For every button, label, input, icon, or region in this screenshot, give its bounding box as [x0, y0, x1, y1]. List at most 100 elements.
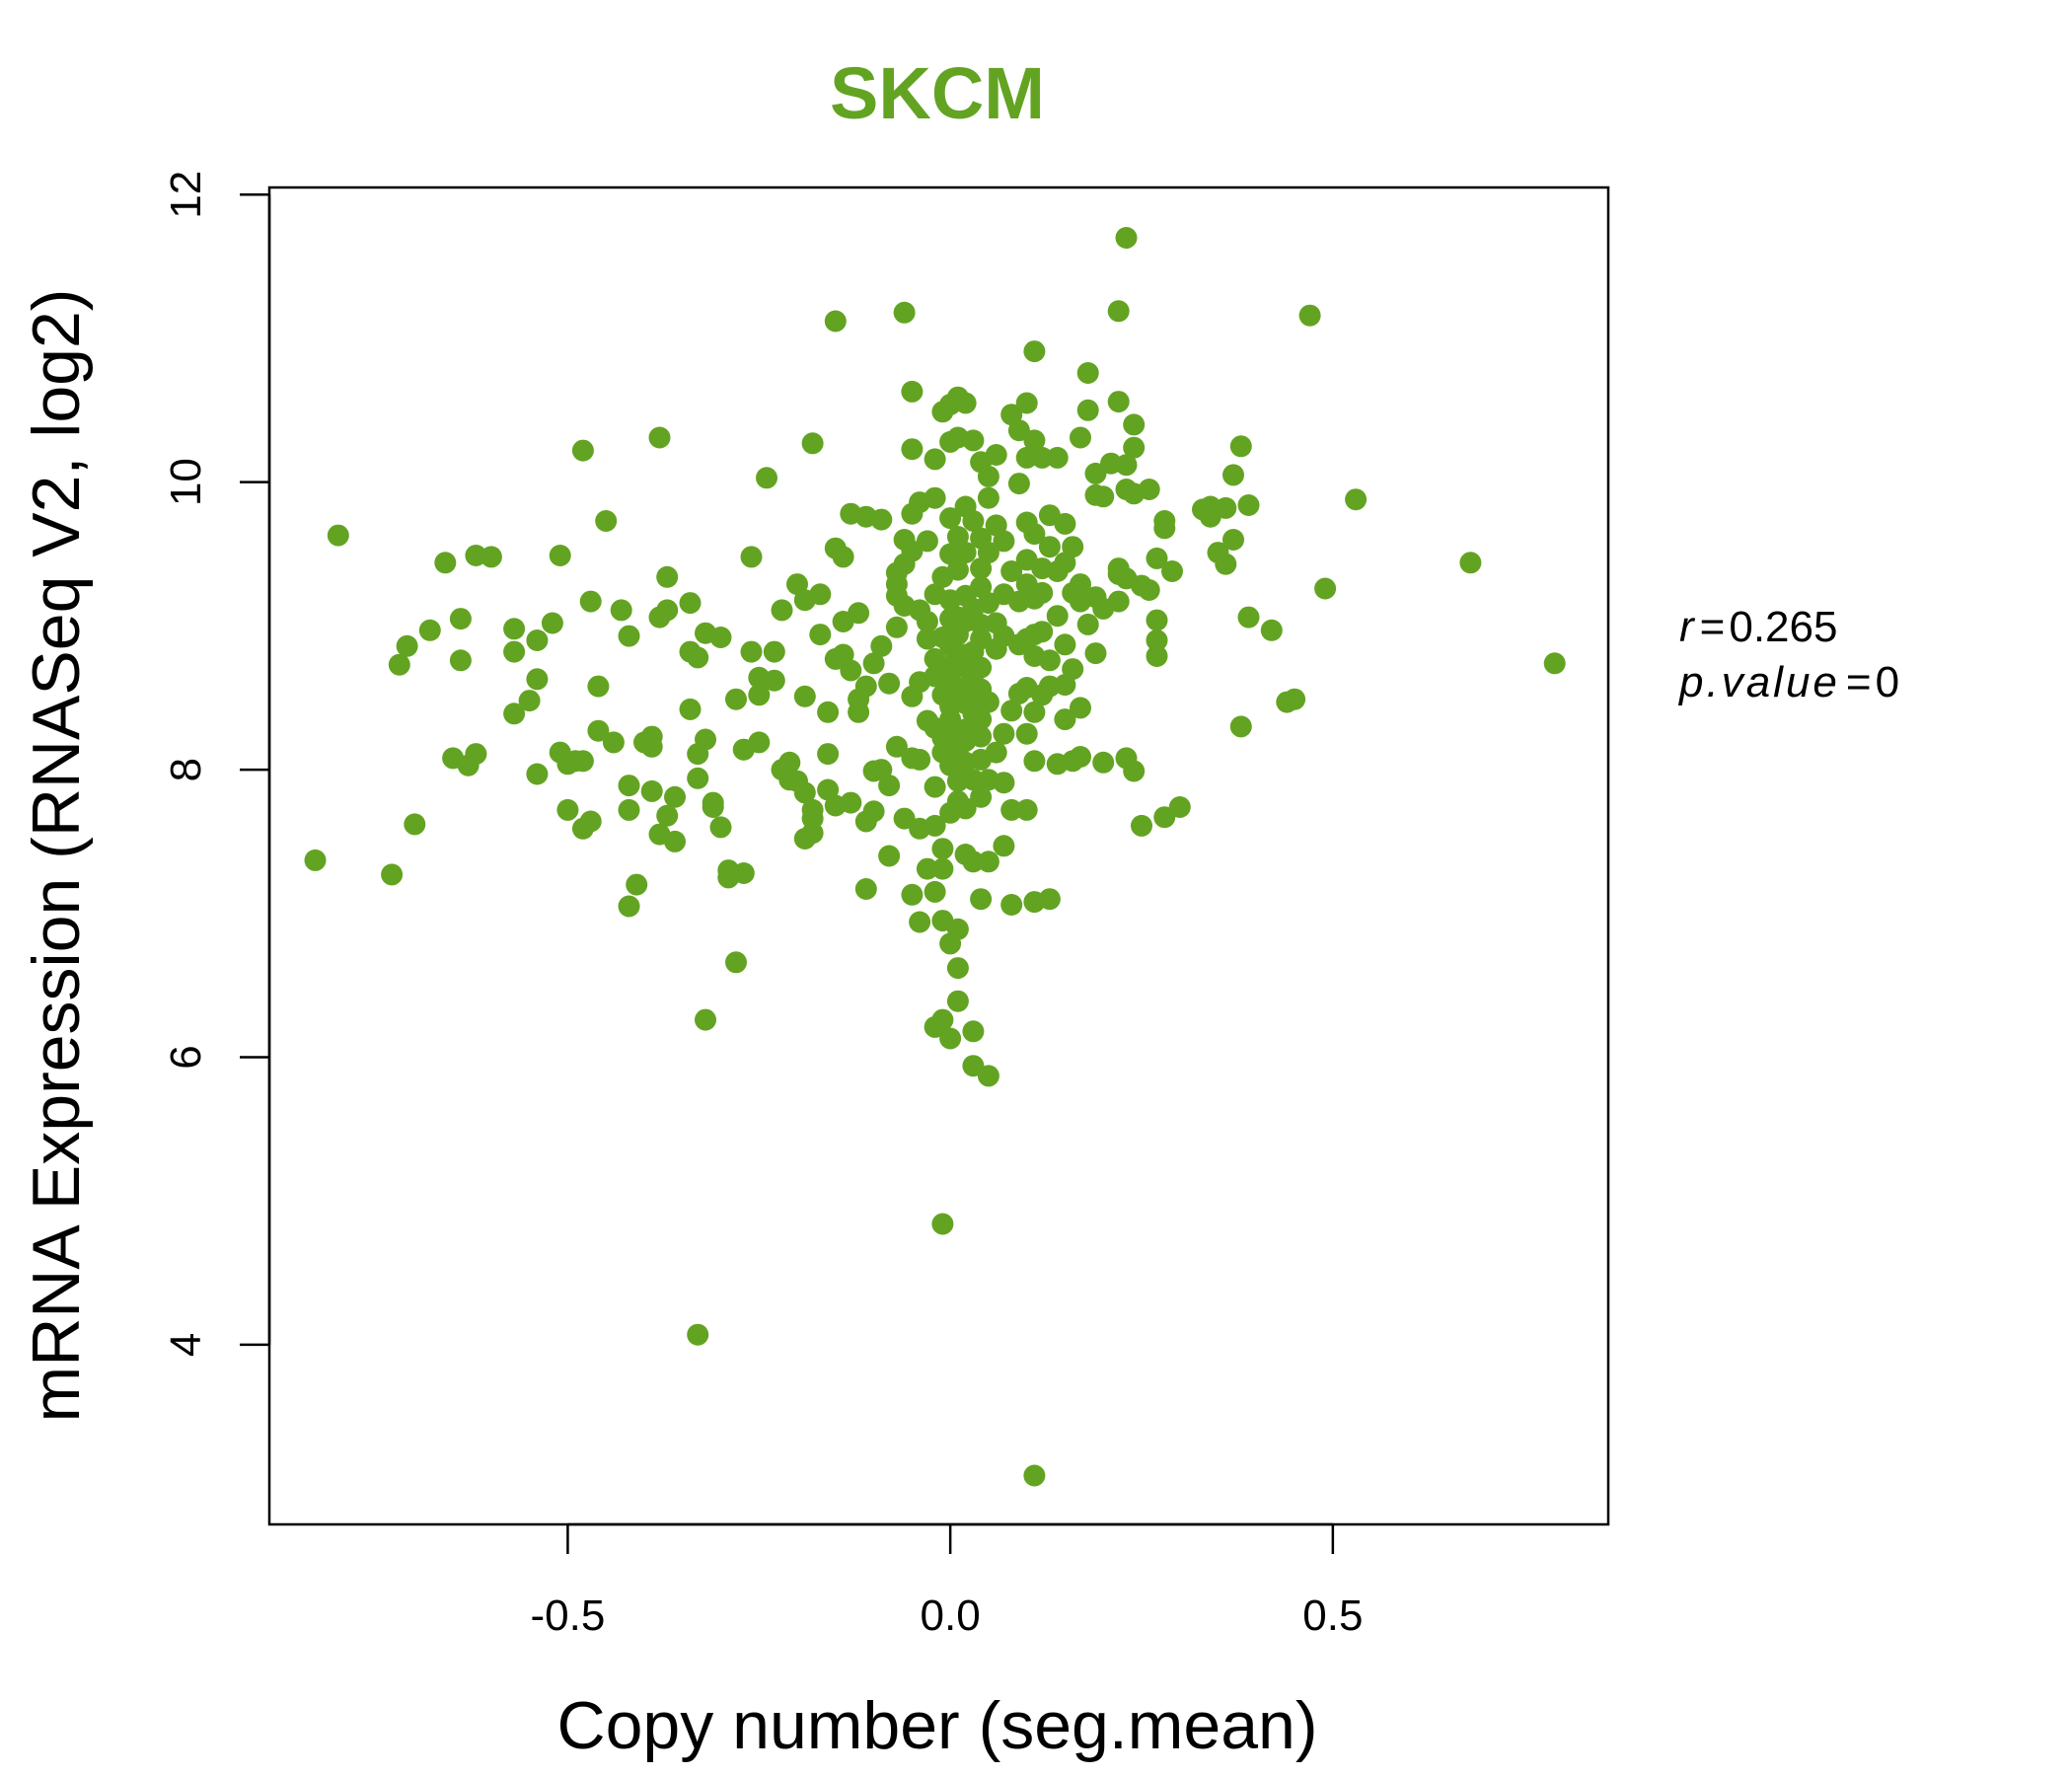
data-point [1046, 446, 1069, 469]
data-point [549, 545, 571, 566]
y-tick-label: 12 [162, 171, 210, 219]
data-point [640, 779, 663, 802]
data-point [962, 851, 985, 873]
data-point [618, 798, 640, 821]
r-value: 0.265 [1729, 603, 1837, 651]
y-axis-label: mRNA Expression (RNASeq V2, log2) [19, 289, 94, 1423]
data-point [977, 851, 999, 873]
data-point [1038, 536, 1061, 558]
data-point [725, 951, 747, 974]
data-point [388, 653, 410, 676]
data-point [656, 804, 679, 827]
y-tick-label: 4 [162, 1333, 210, 1357]
data-point [1023, 340, 1046, 363]
data-point [656, 599, 679, 622]
data-point [993, 835, 1015, 857]
data-point [1015, 798, 1038, 821]
y-tick-label: 6 [162, 1045, 210, 1069]
data-point [732, 862, 755, 884]
data-point [1070, 426, 1091, 449]
data-point [977, 691, 999, 713]
data-point [1138, 479, 1160, 500]
data-point [1543, 652, 1566, 675]
data-point [449, 608, 472, 630]
data-point [626, 873, 648, 896]
data-point [1031, 581, 1054, 604]
data-point [854, 675, 877, 698]
data-point [939, 708, 962, 731]
data-point [840, 791, 862, 814]
data-point [962, 1020, 985, 1043]
data-point [695, 1008, 716, 1031]
data-point [1123, 413, 1146, 436]
p-equals: = [1846, 658, 1872, 706]
data-point [579, 810, 602, 833]
data-point [909, 748, 931, 771]
data-point [1131, 814, 1152, 837]
data-point [1146, 609, 1168, 631]
data-point [664, 785, 686, 808]
data-point [1153, 806, 1176, 829]
data-point [854, 878, 877, 900]
data-point [664, 830, 686, 852]
data-point [946, 558, 969, 581]
data-point [939, 507, 962, 530]
data-point [687, 767, 709, 789]
data-point [1038, 649, 1061, 672]
data-point [656, 565, 679, 588]
data-point [1260, 619, 1283, 641]
data-point [809, 583, 832, 606]
data-point [931, 857, 954, 880]
data-point [893, 301, 916, 324]
data-point [862, 652, 885, 675]
data-point [327, 524, 349, 547]
data-point [1054, 708, 1076, 731]
data-point [679, 592, 702, 615]
data-point [939, 1027, 962, 1050]
data-point [993, 530, 1015, 553]
data-point [480, 546, 502, 568]
x-tick-label: -0.5 [531, 1591, 606, 1640]
data-point [1284, 688, 1306, 710]
data-point [824, 310, 847, 333]
chart-title: SKCM [830, 52, 1045, 134]
data-point [518, 690, 541, 712]
data-point [1054, 633, 1076, 656]
data-point [954, 797, 977, 820]
x-tick-label: 0.5 [1302, 1591, 1363, 1640]
data-point [381, 863, 404, 886]
data-point [610, 599, 632, 622]
x-axis-label: Copy number (seg.mean) [556, 1688, 1317, 1763]
y-axis: 4 6 8 10 12 [162, 171, 271, 1357]
data-point [1070, 573, 1091, 596]
data-point [1038, 888, 1061, 911]
data-point [1023, 750, 1046, 773]
data-point [977, 486, 999, 509]
data-point [687, 646, 709, 669]
data-point [970, 708, 993, 731]
y-tick-label: 8 [162, 758, 210, 781]
data-point [885, 616, 908, 638]
r-equals: = [1700, 603, 1726, 651]
data-point [1215, 496, 1237, 519]
data-point [556, 798, 579, 821]
data-point [970, 785, 993, 808]
data-point [793, 685, 816, 707]
data-point [909, 911, 931, 933]
data-point [885, 735, 908, 758]
data-point [870, 508, 893, 531]
data-point [878, 845, 901, 867]
data-point [977, 465, 999, 487]
data-point [1092, 485, 1115, 508]
data-point [1084, 462, 1107, 484]
data-point [1031, 621, 1054, 643]
data-point [404, 813, 426, 836]
data-point [1000, 700, 1023, 722]
data-point [870, 634, 893, 657]
data-point [640, 735, 663, 758]
data-point [1070, 697, 1091, 719]
data-point [993, 722, 1015, 745]
data-point [901, 540, 924, 562]
data-point [924, 880, 946, 903]
data-point [1146, 629, 1168, 651]
